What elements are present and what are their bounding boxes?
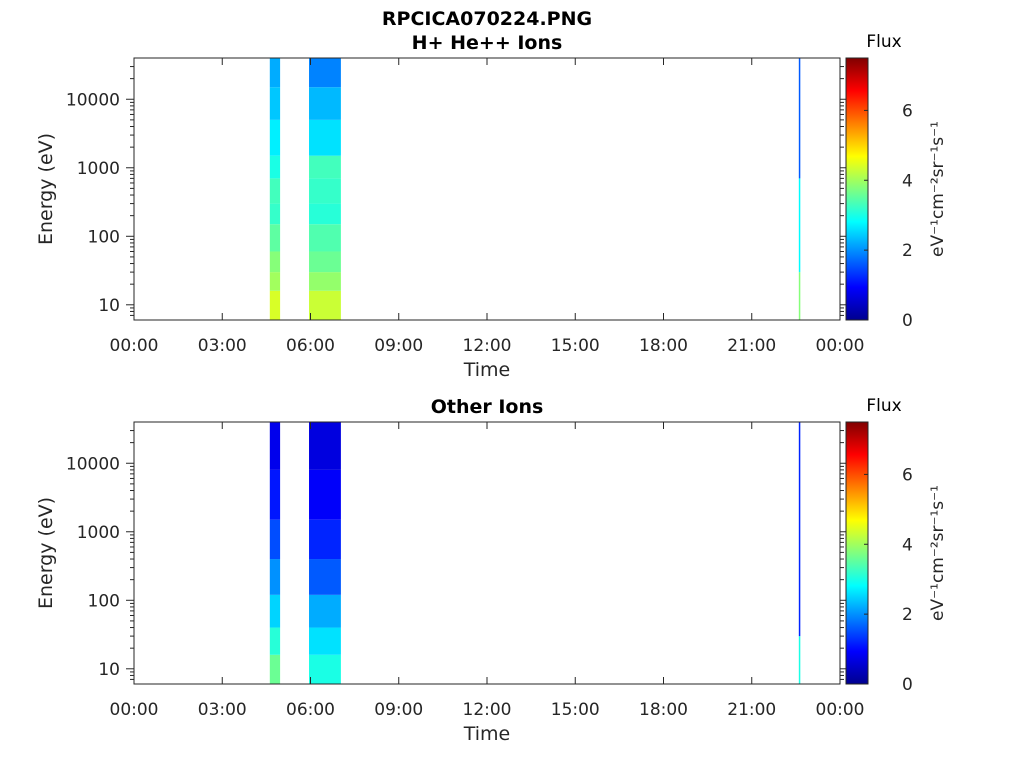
- x-tick-label: 09:00: [374, 700, 423, 720]
- flux-cell: [269, 519, 281, 560]
- colorbar-tick-label: 0: [902, 675, 913, 695]
- y-tick-label: 10000: [66, 90, 120, 110]
- y-tick-label: 10: [98, 660, 120, 680]
- flux-cell: [309, 654, 341, 684]
- flux-cell: [269, 87, 281, 120]
- x-tick-label: 15:00: [551, 700, 600, 720]
- flux-cell: [269, 627, 281, 655]
- flux-cell: [269, 178, 281, 204]
- flux-cell: [309, 627, 341, 655]
- flux-cell: [269, 422, 281, 470]
- x-tick-label: 00:00: [110, 700, 159, 720]
- flux-cell: [309, 290, 341, 320]
- x-axis-label: Time: [463, 723, 511, 745]
- flux-cell: [309, 422, 341, 470]
- heatmap-cells: [269, 422, 801, 684]
- x-tick-label: 18:00: [639, 700, 688, 720]
- y-axis-label: Energy (eV): [35, 133, 57, 245]
- x-tick-label: 18:00: [639, 336, 688, 356]
- plot-area: [134, 422, 840, 684]
- x-axis-label: Time: [463, 359, 511, 381]
- y-tick-label: 10: [98, 296, 120, 316]
- colorbar-units: eV⁻¹cm⁻²sr⁻¹s⁻¹: [928, 485, 948, 621]
- flux-cell: [309, 119, 341, 156]
- figure-title: RPCICA070224.PNG: [382, 8, 592, 30]
- panel-other-ions: Other Ions 00:00 03:00 06:00 09:00 12:00 15:00…: [35, 396, 948, 745]
- colorbar-tick-label: 2: [902, 241, 913, 261]
- colorbar-tick-label: 4: [902, 171, 913, 191]
- plot-area: [134, 58, 840, 320]
- x-tick-label: 06:00: [286, 336, 335, 356]
- y-tick-label: 10000: [66, 454, 120, 474]
- y-tick-label: 1000: [77, 159, 120, 179]
- y-axis-label: Energy (eV): [35, 497, 57, 609]
- flux-cell: [798, 272, 801, 320]
- x-tick-label: 03:00: [198, 700, 247, 720]
- colorbar-tick-label: 0: [902, 311, 913, 331]
- flux-cell: [269, 119, 281, 156]
- y-tick-label: 1000: [77, 523, 120, 543]
- colorbar-title: Flux: [866, 32, 901, 52]
- flux-cell: [269, 290, 281, 320]
- x-tick-label: 09:00: [374, 336, 423, 356]
- flux-cell: [309, 203, 341, 225]
- flux-cell: [269, 469, 281, 520]
- x-tick-label: 03:00: [198, 336, 247, 356]
- x-tick-label: 06:00: [286, 700, 335, 720]
- flux-cell: [269, 155, 281, 179]
- flux-cell: [269, 203, 281, 225]
- x-tick-label: 00:00: [816, 336, 865, 356]
- x-tick-label: 12:00: [463, 336, 512, 356]
- x-tick-label: 12:00: [463, 700, 512, 720]
- panel-title: H+ He++ Ions: [412, 32, 563, 54]
- flux-cell: [309, 519, 341, 560]
- flux-cell: [309, 251, 341, 273]
- flux-cell: [269, 272, 281, 291]
- x-tick-label: 00:00: [110, 336, 159, 356]
- flux-cell: [309, 155, 341, 179]
- flux-cell: [309, 594, 341, 628]
- heatmap-cells: [269, 58, 801, 320]
- flux-cell: [309, 58, 341, 88]
- flux-cell: [309, 178, 341, 204]
- colorbar-tick-label: 2: [902, 605, 913, 625]
- colorbar: [845, 57, 869, 321]
- panel-title: Other Ions: [431, 396, 544, 418]
- x-tick-label: 15:00: [551, 336, 600, 356]
- colorbar-tick-label: 6: [902, 465, 913, 485]
- flux-cell: [269, 654, 281, 684]
- flux-cell: [798, 422, 801, 637]
- flux-cell: [269, 594, 281, 628]
- colorbar-tick-label: 6: [902, 101, 913, 121]
- colorbar-title: Flux: [866, 396, 901, 416]
- flux-cell: [269, 251, 281, 273]
- flux-cell: [309, 87, 341, 120]
- flux-cell: [269, 224, 281, 252]
- flux-cell: [309, 272, 341, 291]
- panel-h-he-ions: H+ He++ Ions 00:00 03:00 06:00 09:00 12:00 15:…: [35, 32, 948, 381]
- flux-cell: [798, 178, 801, 273]
- colorbar-units: eV⁻¹cm⁻²sr⁻¹s⁻¹: [928, 121, 948, 257]
- flux-cell: [309, 559, 341, 595]
- x-tick-label: 00:00: [816, 700, 865, 720]
- flux-cell: [309, 224, 341, 252]
- flux-cell: [798, 636, 801, 684]
- colorbar-tick-label: 4: [902, 535, 913, 555]
- y-tick-label: 100: [88, 227, 120, 247]
- x-tick-label: 21:00: [727, 700, 776, 720]
- flux-cell: [798, 58, 801, 179]
- colorbar: [845, 421, 869, 685]
- flux-cell: [269, 58, 281, 88]
- flux-cell: [309, 469, 341, 520]
- flux-cell: [269, 559, 281, 595]
- y-tick-label: 100: [88, 591, 120, 611]
- x-tick-label: 21:00: [727, 336, 776, 356]
